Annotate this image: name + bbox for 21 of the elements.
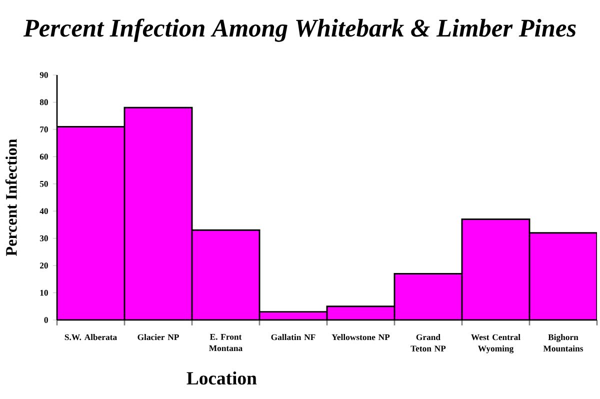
x-tick-label: Grand Teton NP [410, 334, 446, 352]
y-axis-title: Percent Infection [5, 139, 17, 256]
x-tick-label: Gallatin NF [271, 334, 316, 340]
y-tick-label: 40 [40, 208, 48, 214]
y-tick-label: 90 [40, 72, 48, 78]
y-tick-label: 0 [44, 317, 48, 323]
x-axis-title: Location [186, 371, 257, 385]
y-tick-label: 60 [40, 154, 48, 160]
y-tick-label: 20 [40, 262, 48, 268]
y-tick-label: 50 [40, 180, 48, 187]
x-tick-label: E. Front Montana [209, 334, 242, 352]
y-tick-label: 80 [40, 99, 48, 106]
y-tick-label: 70 [40, 126, 48, 132]
y-tick-label: 10 [40, 290, 48, 296]
y-tick-label: 30 [40, 235, 48, 242]
x-tick-label: Yellowstone NP [332, 334, 390, 340]
x-tick-label: West Central Wyoming [471, 334, 520, 354]
chart-title: Percent Infection Among Whitebark & Limber Pines [23, 18, 576, 42]
x-tick-label: Bighorn Mountains [543, 334, 584, 352]
x-tick-label: Glacier NP [138, 334, 179, 340]
x-tick-label: S.W. Alberata [64, 334, 117, 340]
